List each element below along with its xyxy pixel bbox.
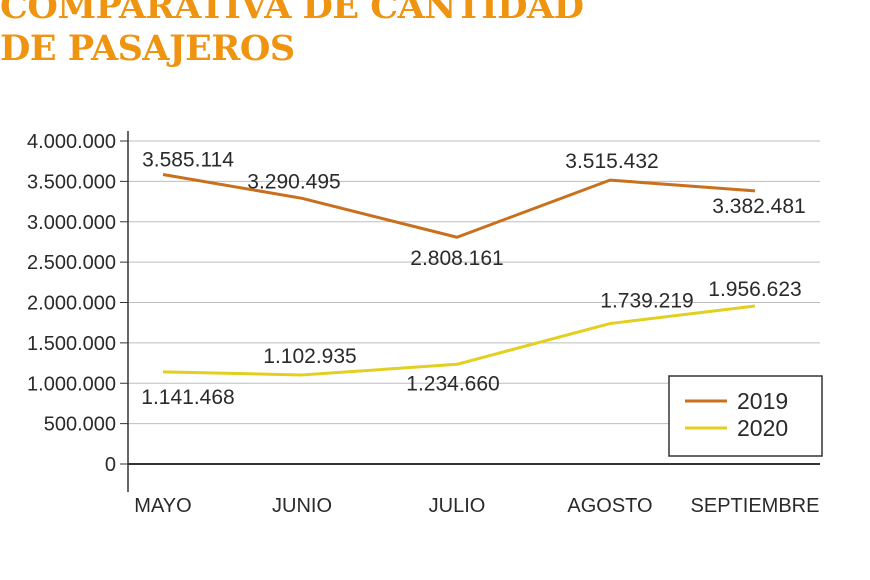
y-tick-label: 1.000.000 <box>27 373 116 395</box>
x-tick-label: MAYO <box>134 495 191 517</box>
y-tick-label: 2.500.000 <box>27 252 116 274</box>
y-tick-label: 3.000.000 <box>27 212 116 234</box>
y-tick-label: 0 <box>105 454 116 476</box>
data-label: 1.739.219 <box>600 290 693 313</box>
data-label: 3.585.114 <box>142 149 234 172</box>
y-tick-label: 3.500.000 <box>27 171 116 193</box>
data-label: 1.141.468 <box>141 386 234 409</box>
data-label: 3.290.495 <box>247 170 340 193</box>
legend-label-2020: 2020 <box>737 415 788 441</box>
x-tick-label: JULIO <box>429 495 486 517</box>
series-line-2020 <box>162 304 756 377</box>
legend-box <box>668 375 823 457</box>
data-label: 2.808.161 <box>410 247 503 270</box>
x-tick-label: SEPTIEMBRE <box>691 495 820 517</box>
x-tick-label: AGOSTO <box>567 495 652 517</box>
series-line-2019 <box>162 173 756 239</box>
chart-title: COMPARATIVA DE CANTIDAD DE PASAJEROS <box>0 0 584 70</box>
x-tick-label: JUNIO <box>272 495 332 517</box>
data-label: 3.515.432 <box>565 150 658 173</box>
y-tick-label: 4.000.000 <box>27 131 116 153</box>
title-line-1: COMPARATIVA DE CANTIDAD <box>0 0 584 27</box>
data-label: 1.956.623 <box>708 278 801 301</box>
data-label: 1.234.660 <box>406 372 499 395</box>
data-label: 3.382.481 <box>712 195 805 218</box>
y-tick-label: 1.500.000 <box>27 333 116 355</box>
y-tick-label: 2.000.000 <box>27 293 116 315</box>
legend-label-2019: 2019 <box>737 388 788 414</box>
title-line-2: DE PASAJEROS <box>0 28 295 69</box>
data-label: 1.102.935 <box>263 345 356 368</box>
y-tick-label: 500.000 <box>44 414 116 436</box>
